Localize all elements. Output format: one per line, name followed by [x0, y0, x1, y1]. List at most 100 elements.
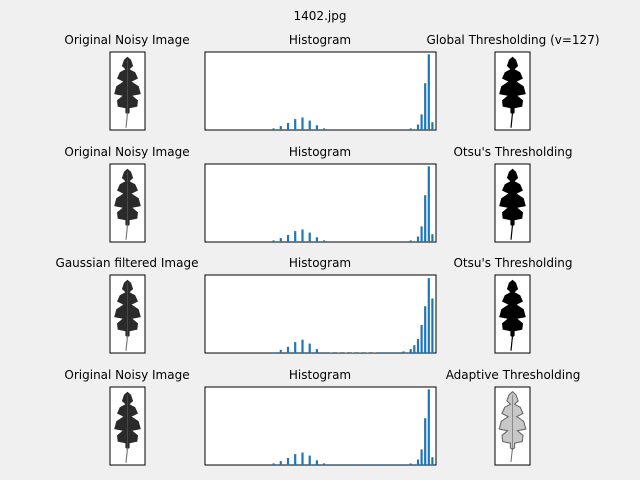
histogram-bar	[359, 464, 362, 465]
histogram-bar	[373, 129, 376, 130]
histogram-bar	[294, 342, 297, 353]
histogram-bar	[402, 129, 405, 130]
histogram-bar	[420, 114, 423, 130]
histogram-bar	[351, 241, 355, 242]
leaf-binary-icon	[494, 274, 531, 354]
histogram-bar	[272, 128, 275, 130]
leaf-stem	[125, 224, 129, 240]
leaf-grayscale-icon	[109, 163, 146, 243]
histogram-bar	[427, 278, 430, 353]
leaf-shape	[499, 56, 526, 115]
histogram-bar	[286, 458, 290, 465]
leaf-grayscale-icon	[109, 274, 146, 354]
histogram-bar	[301, 452, 304, 465]
histogram-2	[204, 163, 437, 243]
histogram-bar	[351, 129, 355, 130]
row-2-left-title: Original Noisy Image	[64, 145, 189, 159]
histogram-bar	[427, 166, 430, 242]
histogram-bar	[359, 129, 362, 130]
histogram-axes	[204, 163, 437, 243]
histogram-bar	[380, 464, 383, 465]
histogram-bar	[373, 464, 376, 465]
histogram-bar	[424, 195, 427, 242]
histogram-bar	[424, 306, 427, 353]
leaf-stem	[510, 112, 514, 128]
histogram-bar	[380, 129, 383, 130]
histogram-bar	[286, 123, 290, 130]
histogram-bar	[420, 324, 423, 353]
histogram-axes	[204, 274, 437, 354]
histogram-bar	[416, 236, 420, 242]
row-3-left-title: Gaussian filtered Image	[56, 256, 199, 270]
histogram-bar	[301, 339, 304, 353]
leaf-stem	[510, 447, 513, 462]
histogram-bar	[388, 241, 391, 242]
histogram-bar	[294, 454, 297, 465]
histogram-bar	[337, 129, 340, 130]
leaf-stem	[125, 112, 129, 128]
histogram-bar	[359, 241, 362, 242]
row-2-right-title: Otsu's Thresholding	[453, 145, 572, 159]
histogram-bar	[413, 345, 416, 353]
leaf-adaptive-icon	[494, 386, 531, 466]
histogram-bar	[272, 240, 275, 242]
histogram-bar	[344, 129, 347, 130]
histogram-bar	[308, 232, 311, 242]
row-3-right-title: Otsu's Thresholding	[453, 256, 572, 270]
histogram-bar	[294, 119, 297, 130]
histogram-bar	[373, 241, 376, 242]
histogram-bar	[315, 125, 318, 130]
histogram-bar	[279, 461, 282, 465]
histogram-bar	[388, 352, 391, 353]
histogram-bar	[431, 122, 434, 130]
leaf-shape	[499, 168, 526, 227]
histogram-bar	[420, 449, 423, 465]
histogram-bar	[337, 464, 340, 465]
histogram-bar	[366, 464, 369, 465]
histogram-bar	[286, 346, 290, 353]
leaf-stem	[125, 447, 129, 463]
histogram-bar	[395, 352, 398, 353]
histogram-bar	[330, 241, 333, 242]
leaf-stem	[510, 335, 514, 351]
histogram-bar	[308, 455, 311, 465]
histogram-bar	[323, 240, 326, 242]
histogram-bar	[323, 128, 326, 130]
row-1-right-title: Global Thresholding (v=127)	[426, 33, 599, 47]
histogram-1	[204, 51, 437, 131]
row-4-right-title: Adaptive Thresholding	[446, 368, 581, 382]
leaf-grayscale-icon	[109, 386, 146, 466]
row-1-left-title: Original Noisy Image	[64, 33, 189, 47]
histogram-3	[204, 274, 437, 354]
histogram-bar	[351, 464, 355, 465]
histogram-bar	[308, 343, 311, 353]
histogram-bar	[344, 241, 347, 242]
histogram-bar	[272, 463, 275, 465]
histogram-bar	[308, 120, 311, 130]
histogram-bar	[409, 349, 412, 353]
histogram-bar	[409, 128, 412, 130]
histogram-bar	[424, 83, 427, 130]
row-3-histogram-title: Histogram	[289, 256, 351, 270]
figure-suptitle: 1402.jpg	[294, 9, 347, 23]
leaf-grayscale-icon	[109, 51, 146, 131]
histogram-bar	[416, 339, 420, 353]
histogram-bar	[395, 241, 398, 242]
histogram-bar	[366, 129, 369, 130]
histogram-bar	[315, 349, 318, 353]
histogram-4	[204, 386, 437, 466]
histogram-bar	[323, 463, 326, 465]
histogram-bar	[395, 464, 398, 465]
histogram-bar	[279, 238, 282, 242]
histogram-bar	[416, 459, 420, 465]
histogram-bar	[416, 124, 420, 130]
histogram-bar	[323, 352, 326, 353]
leaf-shape	[499, 279, 526, 338]
histogram-bar	[395, 129, 398, 130]
histogram-bar	[431, 298, 434, 353]
histogram-bar	[431, 234, 434, 242]
histogram-bar	[409, 240, 412, 242]
row-4-left-title: Original Noisy Image	[64, 368, 189, 382]
histogram-bar	[279, 349, 282, 353]
